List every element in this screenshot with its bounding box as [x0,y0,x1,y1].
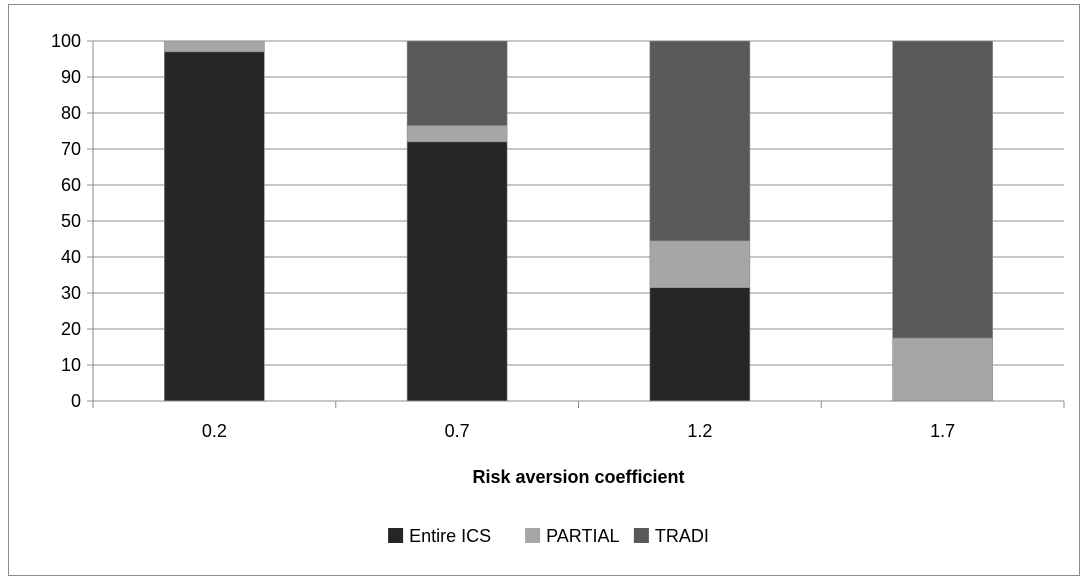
y-tick-label: 20 [61,319,81,339]
legend-swatch [388,528,404,543]
y-tick-label: 30 [61,283,81,303]
bars [164,40,993,402]
legend: Entire ICS PARTIAL TRADI [388,526,709,546]
bar-segment [892,337,993,402]
y-tick-label: 100 [51,31,81,51]
y-tick-label: 0 [71,391,81,411]
chart-frame: 0 10 20 30 40 50 60 70 80 90 100 0.2 0.7 1.2 1.7 Risk… [8,4,1080,576]
y-tick-label: 50 [61,211,81,231]
x-axis-title: Risk aversion coefficient [472,467,684,487]
legend-label: Entire ICS [409,526,491,546]
y-tick-label: 10 [61,355,81,375]
bar-segment [164,40,265,53]
x-tick-label: 1.7 [930,421,955,441]
legend-label: TRADI [655,526,709,546]
bar-segment [406,141,508,402]
bar-segment [649,40,751,242]
bar-segment [892,40,993,339]
legend-label: PARTIAL [546,526,619,546]
y-tick-label: 60 [61,175,81,195]
stacked-bar-chart: 0 10 20 30 40 50 60 70 80 90 100 0.2 0.7 1.2 1.7 Risk… [51,31,1065,546]
bar-segment [406,40,508,126]
y-tick-label: 80 [61,103,81,123]
y-tick-label: 90 [61,67,81,87]
bar-segment [649,287,751,402]
legend-swatch [525,528,541,543]
legend-swatch [633,528,649,543]
y-tick-label: 40 [61,247,81,267]
bar-segment [164,51,265,402]
y-tick-labels: 0 10 20 30 40 50 60 70 80 90 100 [51,31,81,411]
x-tick-label: 0.2 [202,421,227,441]
y-tick-label: 70 [61,139,81,159]
x-tick-label: 0.7 [445,421,470,441]
bar-segment [406,125,508,143]
axes [92,41,1065,408]
x-tick-label: 1.2 [687,421,712,441]
x-tick-labels: 0.2 0.7 1.2 1.7 [202,421,955,441]
bar-segment [649,240,751,288]
